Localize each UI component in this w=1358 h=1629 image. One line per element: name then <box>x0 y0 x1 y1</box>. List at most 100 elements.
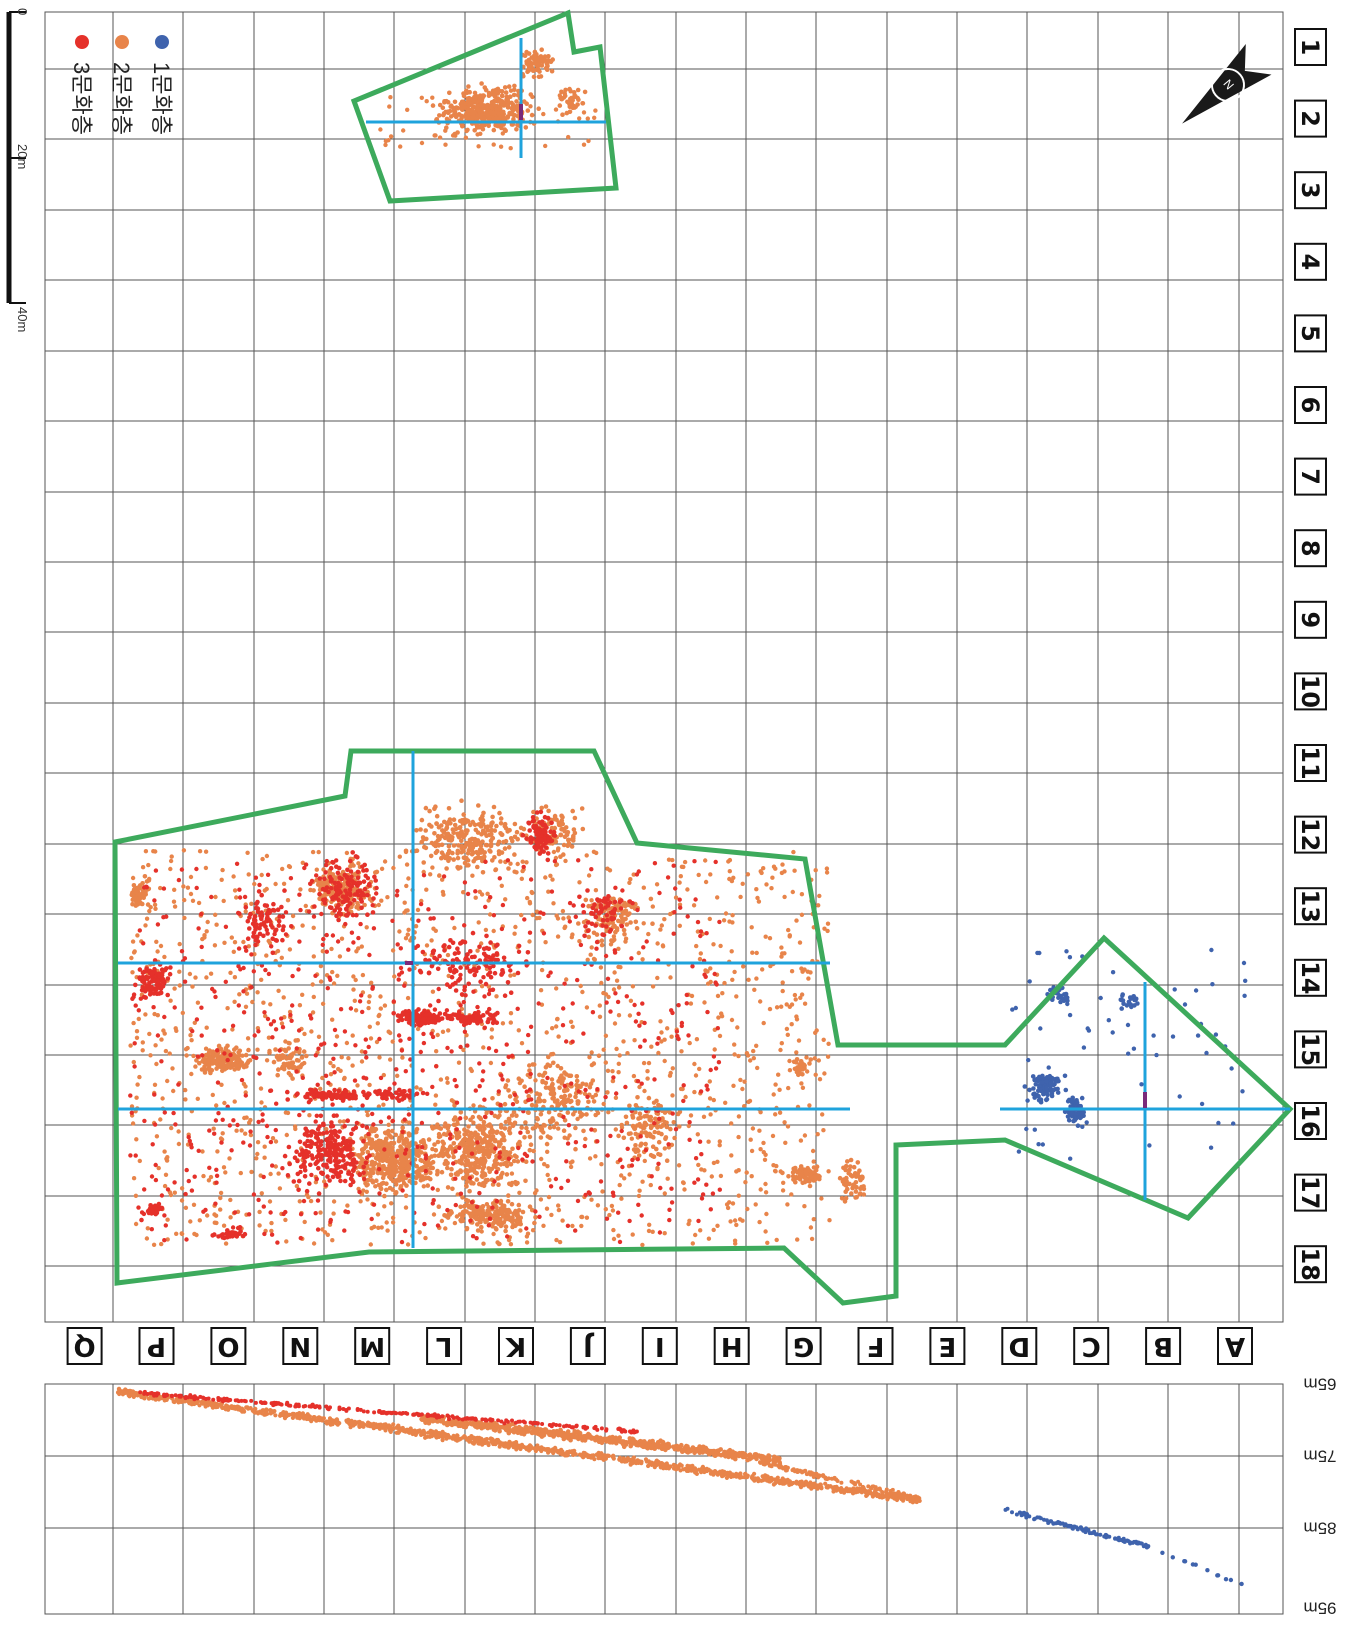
artifact-dot <box>531 68 537 73</box>
artifact-dot <box>419 1120 425 1126</box>
artifact-dot <box>310 849 316 855</box>
artifact-dot <box>501 103 507 108</box>
artifact-dot <box>659 1131 664 1137</box>
artifact-dot <box>529 1097 534 1102</box>
artifact-dot <box>635 1079 641 1084</box>
artifact-dot <box>638 1044 643 1049</box>
artifact-dot <box>420 1068 425 1073</box>
artifact-dot <box>630 1115 636 1120</box>
artifact-dot <box>255 990 260 995</box>
artifact-dot <box>546 808 551 814</box>
artifact-dot <box>825 928 830 934</box>
artifact-dot <box>587 1191 592 1196</box>
artifact-dot <box>601 1047 606 1052</box>
artifact-dot <box>538 910 543 915</box>
artifact-dot <box>671 1120 676 1125</box>
artifact-dot <box>264 953 269 958</box>
artifact-dot <box>425 1183 431 1188</box>
artifact-dot <box>241 1081 247 1087</box>
artifact-dot <box>486 1149 492 1155</box>
artifact-dot <box>133 1003 138 1008</box>
artifact-dot <box>499 1208 505 1214</box>
artifact-dot <box>494 1198 500 1204</box>
artifact-dot <box>605 1153 610 1158</box>
artifact-dot <box>559 1185 564 1191</box>
artifact-dot <box>376 902 381 908</box>
artifact-dot <box>290 913 296 919</box>
artifact-dot <box>140 865 146 870</box>
artifact-dot <box>311 888 316 893</box>
artifact-dot <box>614 1091 619 1096</box>
artifact-dot <box>356 861 361 866</box>
artifact-dot <box>806 976 811 981</box>
artifact-dot <box>820 1112 825 1117</box>
artifact-dot <box>822 1071 827 1076</box>
artifact-dot <box>551 901 556 906</box>
artifact-dot <box>298 887 303 892</box>
artifact-dot <box>758 1147 763 1152</box>
artifact-dot <box>459 838 464 844</box>
artifact-dot <box>255 1047 260 1052</box>
artifact-dot <box>382 1147 387 1152</box>
artifact-dot <box>389 1201 394 1206</box>
artifact-dot <box>754 1043 759 1049</box>
artifact-dot <box>384 1220 389 1225</box>
artifact-dot <box>676 1163 682 1168</box>
artifact-dot <box>490 1205 495 1210</box>
artifact-dot <box>430 1186 435 1191</box>
artifact-dot <box>465 1168 470 1173</box>
artifact-dot <box>365 1112 370 1118</box>
artifact-dot <box>252 1033 257 1038</box>
artifact-dot <box>655 941 660 946</box>
artifact-dot <box>341 1076 347 1082</box>
artifact-dot <box>151 1005 156 1010</box>
artifact-dot <box>400 1055 405 1060</box>
artifact-dot <box>179 1186 185 1191</box>
artifact-dot <box>804 1055 809 1060</box>
artifact-dot <box>405 1242 411 1247</box>
artifact-dot <box>519 1041 525 1046</box>
artifact-dot <box>776 1072 781 1077</box>
artifact-dot <box>816 903 821 908</box>
artifact-dot <box>503 826 509 831</box>
artifact-dot <box>500 1170 505 1176</box>
artifact-dot <box>636 1116 641 1121</box>
artifact-dot <box>397 854 402 859</box>
artifact-dot <box>525 895 530 901</box>
artifact-dot <box>510 1102 516 1107</box>
artifact-dot <box>590 1095 595 1100</box>
artifact-dot <box>648 896 654 902</box>
artifact-dot <box>341 1119 347 1124</box>
artifact-dot <box>544 1030 549 1035</box>
artifact-dot <box>763 1190 769 1195</box>
artifact-dot <box>378 1185 384 1191</box>
artifact-dot <box>527 1134 533 1140</box>
artifact-dot <box>147 908 152 914</box>
artifact-dot <box>260 1118 265 1123</box>
artifact-dot <box>567 919 572 924</box>
artifact-dot <box>232 975 238 980</box>
artifact-dot <box>556 1203 561 1208</box>
artifact-dot <box>273 1139 279 1144</box>
artifact-dot <box>668 1126 673 1132</box>
artifact-dot <box>606 994 611 1000</box>
artifact-dot <box>265 1016 271 1022</box>
artifact-dot <box>165 1187 171 1192</box>
artifact-dot <box>151 1242 157 1248</box>
artifact-dot <box>154 1134 160 1139</box>
artifact-dot <box>490 110 496 116</box>
artifact-dot <box>584 1112 589 1117</box>
artifact-dot <box>492 828 498 833</box>
artifact-dot <box>435 1223 441 1228</box>
artifact-dot <box>176 877 182 883</box>
artifact-dot <box>176 1082 181 1087</box>
artifact-dot <box>379 1225 384 1230</box>
artifact-dot <box>501 1161 507 1167</box>
artifact-dot <box>140 1040 145 1045</box>
artifact-dot <box>556 846 561 851</box>
artifact-dot <box>569 1081 574 1086</box>
artifact-dot <box>824 866 830 871</box>
artifact-dot <box>263 967 268 973</box>
artifact-dot <box>321 936 326 942</box>
artifact-dot <box>507 1126 512 1131</box>
